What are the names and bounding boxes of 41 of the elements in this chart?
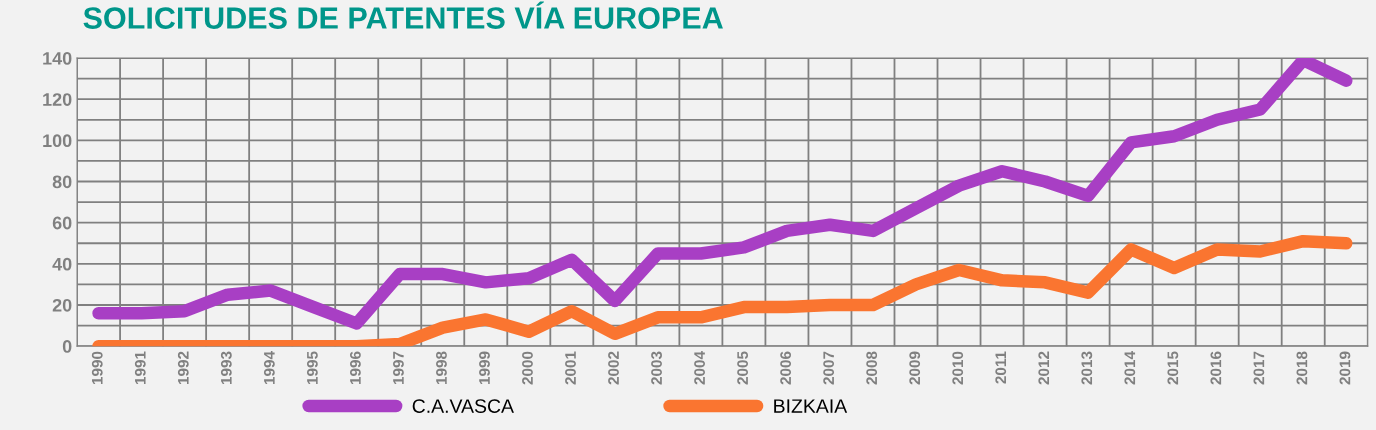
- x-tick-label: 1995: [306, 351, 318, 385]
- legend-label: BIZKAIA: [774, 399, 848, 413]
- x-tick-label: 2012: [1038, 351, 1050, 385]
- x-tick-label: 2006: [780, 351, 792, 385]
- x-tick-label: 2008: [866, 351, 878, 385]
- x-tick-label: 2000: [522, 351, 533, 385]
- y-tick-label: 140: [43, 51, 72, 65]
- x-tick-label: 1998: [436, 351, 447, 385]
- x-tick-label: 1990: [91, 351, 103, 385]
- legend-label: C.A.VASCA: [412, 399, 514, 413]
- y-tick-label: 120: [43, 93, 72, 106]
- x-tick-label: 1992: [177, 351, 189, 385]
- x-tick-label: 1991: [134, 351, 146, 385]
- x-tick-label: 1999: [479, 351, 490, 385]
- x-tick-label: 1994: [263, 351, 275, 385]
- x-tick-label: 2001: [565, 351, 576, 385]
- x-tick-label: 2013: [1081, 351, 1093, 385]
- x-tick-label: 2011: [995, 351, 1007, 384]
- x-tick-label: 1993: [220, 351, 232, 385]
- y-tick-label: 0: [62, 340, 72, 353]
- x-tick-label: 2009: [909, 351, 921, 385]
- x-tick-label: 2014: [1124, 351, 1136, 385]
- x-tick-label: 2015: [1167, 351, 1179, 385]
- x-tick-label: 2019: [1339, 351, 1351, 385]
- x-tick-label: 1996: [349, 351, 361, 385]
- x-tick-label: 2005: [737, 351, 749, 385]
- x-tick-label: 2003: [651, 351, 662, 385]
- x-tick-label: 2016: [1210, 351, 1222, 385]
- x-tick-label: 1997: [393, 351, 404, 385]
- y-tick-label: 60: [52, 216, 72, 230]
- y-tick-label: 20: [52, 298, 72, 312]
- y-tick-label: 80: [52, 175, 72, 189]
- x-tick-label: 2010: [952, 351, 964, 385]
- x-tick-label: 2004: [694, 351, 705, 385]
- chart-title: SOLICITUDES DE PATENTES VÍA EUROPEA: [83, 1, 723, 29]
- x-tick-label: 2007: [823, 351, 835, 385]
- x-tick-label: 2017: [1253, 351, 1265, 385]
- x-tick-label: 2002: [608, 351, 619, 385]
- y-tick-label: 40: [52, 257, 72, 271]
- x-tick-label: 2018: [1296, 351, 1308, 385]
- y-tick-label: 100: [43, 134, 72, 148]
